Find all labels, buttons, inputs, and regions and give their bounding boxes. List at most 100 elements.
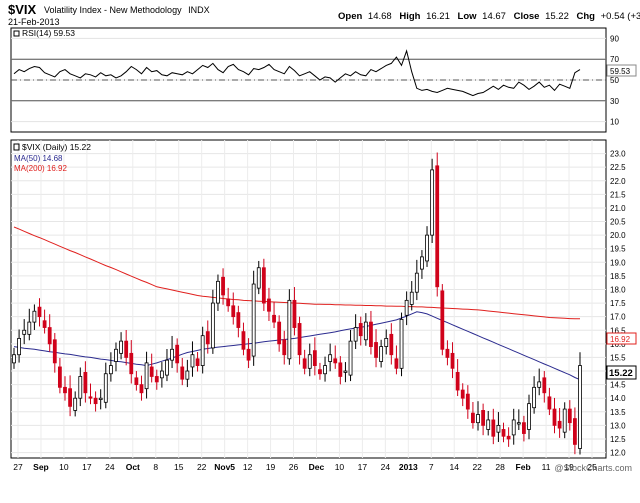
- candle-body: [47, 327, 52, 345]
- price-tick-label: 13.5: [610, 408, 626, 417]
- rsi-legend: RSI(14) 59.53: [22, 28, 75, 38]
- candle-body: [124, 340, 129, 358]
- candle-body: [17, 338, 21, 356]
- candle-body: [256, 267, 261, 289]
- candle-body: [108, 365, 113, 375]
- candle-body: [547, 396, 552, 410]
- chart-date: 21-Feb-2013: [8, 17, 60, 27]
- x-tick-label: Oct: [126, 462, 140, 472]
- candle-body: [297, 323, 302, 356]
- candle-body: [420, 256, 424, 270]
- candle-body: [323, 365, 327, 375]
- x-tick-label: 22: [472, 462, 482, 472]
- candle-body: [348, 340, 353, 376]
- index-name-text: Volatility Index - New Methodology: [44, 5, 182, 15]
- candle-body: [460, 389, 465, 399]
- candle-body: [159, 370, 164, 379]
- candle-body: [93, 397, 98, 405]
- x-tick-label: Sep: [33, 462, 49, 472]
- candle-body: [516, 422, 521, 425]
- candle-body: [358, 323, 363, 337]
- price-tick-label: 12.0: [610, 449, 626, 458]
- candle-body: [287, 299, 292, 360]
- candle-body: [425, 234, 429, 262]
- candle-body: [353, 327, 358, 342]
- candle-body: [430, 169, 435, 236]
- low-label: Low: [458, 11, 478, 22]
- candle-body: [175, 344, 180, 364]
- candle-body: [226, 298, 231, 307]
- price-tick-label: 18.0: [610, 285, 626, 294]
- chg-label: Chg: [577, 11, 596, 22]
- candle-body: [170, 348, 174, 361]
- candle-body: [32, 310, 37, 323]
- rsi-tick-label: 70: [610, 55, 619, 64]
- x-tick-label: Nov5: [214, 462, 235, 472]
- x-tick-label: 11: [542, 462, 551, 472]
- rsi-line: [13, 49, 581, 97]
- x-tick-label: Dec: [309, 462, 325, 472]
- x-tick-label: 15: [174, 462, 184, 472]
- candle-body: [522, 422, 526, 434]
- x-tick-label: 14: [450, 462, 460, 472]
- price-tick-label: 14.0: [610, 394, 626, 403]
- close-label: Close: [514, 11, 540, 22]
- price-x-axis: 27 Sep 10 17 24 Oct 8 15 22 Nov5 12 19 26 Dec 10 17 24 20…: [13, 462, 597, 472]
- close-current-box: [606, 365, 637, 380]
- x-tick-label: Feb: [516, 462, 531, 472]
- price-tick-label: 16.5: [610, 326, 626, 335]
- candle-body: [328, 354, 333, 362]
- price-grid: [11, 140, 606, 458]
- price-tick-label: 17.0: [610, 313, 626, 322]
- candle-body: [486, 419, 491, 430]
- candle-body: [496, 424, 501, 433]
- candle-body: [246, 348, 251, 361]
- x-tick-label: 22: [197, 462, 207, 472]
- x-tick-label: 19: [564, 462, 574, 472]
- candle-body: [445, 348, 450, 358]
- rsi-y-axis: 10 30 50 70 90: [610, 34, 619, 126]
- candle-body: [185, 370, 190, 380]
- high-value: 16.21: [426, 11, 450, 22]
- candle-body: [261, 267, 266, 304]
- price-tick-label: 18.5: [610, 272, 626, 281]
- candle-body: [573, 418, 577, 445]
- candle-body: [68, 388, 72, 407]
- ma200-current-label: 16.92: [610, 335, 631, 344]
- price-tick-label: 19.0: [610, 258, 626, 267]
- candle-body: [476, 414, 480, 424]
- candle-body: [154, 376, 159, 383]
- candle-body: [103, 373, 108, 403]
- candle-body: [465, 393, 470, 410]
- candle-body: [491, 419, 496, 437]
- candle-body: [501, 429, 506, 437]
- high-label: High: [399, 11, 420, 22]
- x-tick-label: 27: [13, 462, 23, 472]
- candle-body: [363, 321, 368, 341]
- exchange-label: INDX: [188, 5, 210, 15]
- candle-body: [267, 298, 271, 312]
- candle-body: [22, 329, 27, 335]
- candle-body: [379, 346, 384, 362]
- open-label: Open: [338, 11, 362, 22]
- x-tick-label: 7: [429, 462, 434, 472]
- candle-body: [369, 321, 373, 347]
- rsi-current-label: 59.53: [610, 67, 631, 76]
- candle-body: [57, 366, 62, 388]
- price-tick-label: 19.5: [610, 245, 626, 254]
- candle-body: [409, 291, 414, 305]
- x-tick-label: 17: [358, 462, 368, 472]
- candle-body: [404, 299, 409, 316]
- price-tick-label: 13.0: [610, 421, 626, 430]
- ma50-legend: MA(50) 14.68: [14, 154, 63, 163]
- rsi-tick-label: 90: [610, 34, 619, 43]
- candle-body: [318, 369, 322, 375]
- x-tick-label: 2013: [399, 462, 418, 472]
- candle-body: [190, 354, 195, 368]
- candle-body: [114, 348, 118, 362]
- price-tick-label: 17.5: [610, 299, 626, 308]
- candle-body: [562, 408, 567, 433]
- x-tick-label: 24: [381, 462, 391, 472]
- candle-body: [292, 299, 297, 328]
